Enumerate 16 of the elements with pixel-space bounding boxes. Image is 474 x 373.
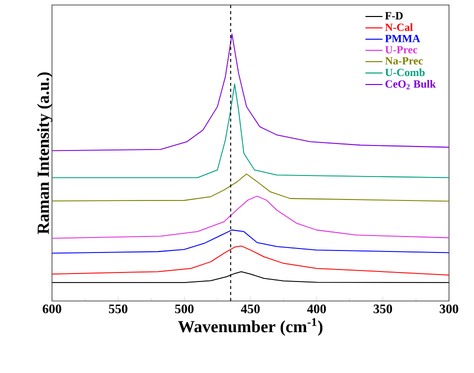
legend-label: U-Comb	[385, 68, 425, 76]
x-tick-label: 550	[108, 304, 128, 314]
legend-label: F-D	[385, 12, 403, 20]
x-tick-label: 600	[42, 304, 62, 314]
legend-label: N-Cal	[385, 23, 413, 32]
x-tick-label: 500	[175, 304, 194, 314]
legend-label: U-Prec	[385, 46, 418, 54]
x-tick-label: 350	[374, 304, 392, 314]
legend-label: PMMA	[385, 34, 420, 42]
x-tick-label: 450	[240, 304, 260, 314]
y-axis-title: Raman Intensity (a.u.)	[37, 72, 52, 234]
x-tick-label: 300	[440, 304, 458, 314]
x-axis-title: Wavenumber (cm$^{-1}$)	[178, 318, 322, 336]
legend-label: Na-Prec	[385, 57, 423, 65]
x-tick-label: 400	[307, 304, 326, 314]
legend-label: CeO$_{2}$ Bulk	[385, 80, 436, 90]
